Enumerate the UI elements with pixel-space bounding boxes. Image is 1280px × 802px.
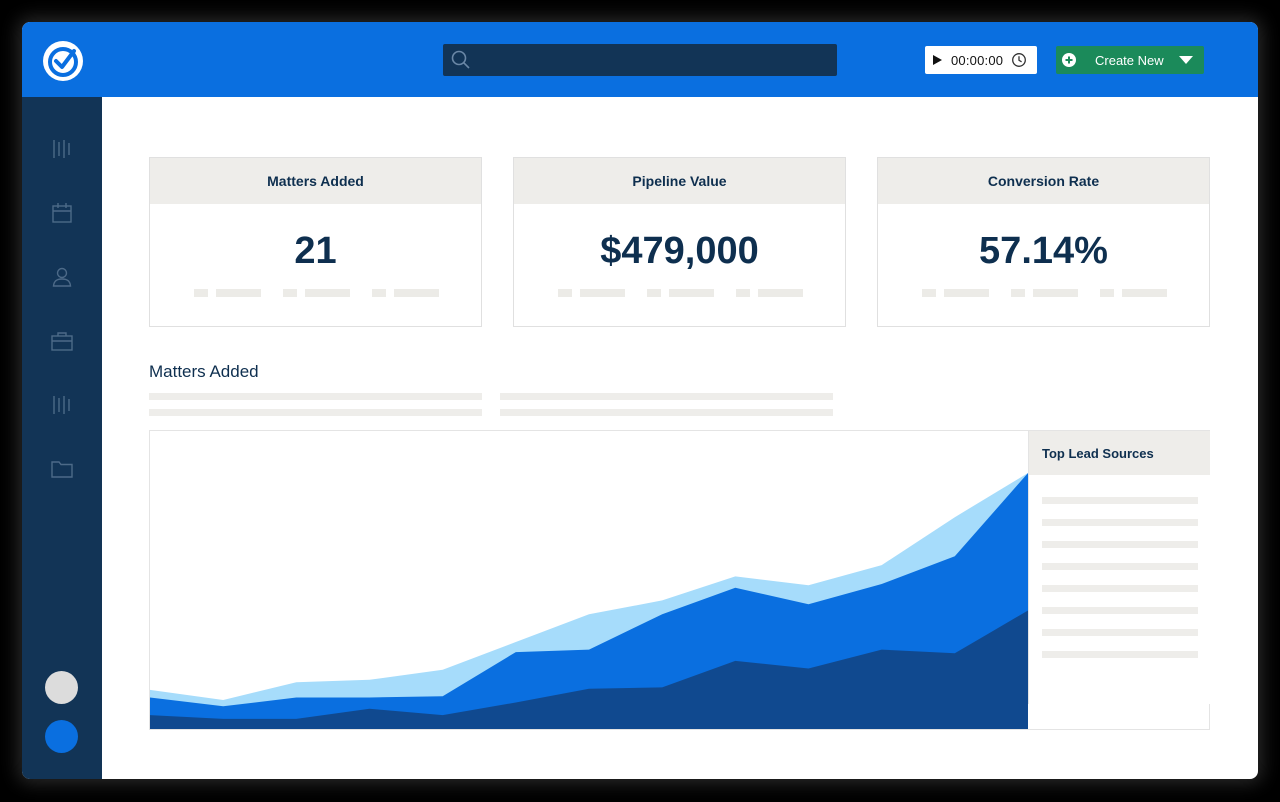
legend-placeholder-line	[1042, 563, 1198, 570]
card-placeholder	[194, 289, 444, 297]
metric-card-conversion-rate: Conversion Rate 57.14%	[877, 157, 1210, 327]
placeholder-line	[500, 393, 833, 400]
card-title: Pipeline Value	[514, 158, 845, 204]
placeholder-line	[149, 409, 482, 416]
avatar[interactable]	[45, 720, 78, 753]
search-input[interactable]	[443, 44, 837, 76]
check-circle-icon[interactable]	[42, 40, 84, 82]
card-title: Conversion Rate	[878, 158, 1209, 204]
placeholder-line	[500, 409, 833, 416]
legend-placeholder-line	[1042, 497, 1198, 504]
card-value: 21	[294, 230, 337, 272]
timer-value: 00:00:00	[951, 52, 1004, 68]
top-lead-sources-panel: Top Lead Sources	[1028, 431, 1210, 704]
legend-title: Top Lead Sources	[1029, 431, 1210, 475]
matters-chart: Top Lead Sources	[149, 430, 1210, 730]
chevron-down-icon[interactable]	[1178, 55, 1194, 65]
folder-icon[interactable]	[50, 457, 74, 481]
bars-icon[interactable]	[50, 393, 74, 417]
section-title: Matters Added	[149, 362, 259, 381]
chart-area-series-1	[150, 473, 1028, 729]
legend-placeholder-line	[1042, 541, 1198, 548]
create-new-label: Create New	[1095, 52, 1164, 68]
avatar[interactable]	[45, 671, 78, 704]
sidebar	[22, 97, 102, 779]
metric-card-matters-added: Matters Added 21	[149, 157, 482, 327]
search-icon	[451, 50, 470, 69]
calendar-icon[interactable]	[50, 201, 74, 225]
plus-icon	[1062, 53, 1076, 67]
timer-widget[interactable]: 00:00:00	[925, 46, 1037, 74]
metric-card-pipeline-value: Pipeline Value $479,000	[513, 157, 846, 327]
placeholder-line	[149, 393, 482, 400]
app-window: 00:00:00 Create New	[22, 22, 1258, 779]
card-title: Matters Added	[150, 158, 481, 204]
legend-placeholder-line	[1042, 607, 1198, 614]
card-value: $479,000	[600, 230, 759, 272]
area-chart	[150, 473, 1028, 729]
play-icon[interactable]	[931, 54, 943, 66]
create-new-button[interactable]: Create New	[1056, 46, 1204, 74]
chart-area-series-0	[150, 610, 1028, 729]
card-value: 57.14%	[979, 230, 1108, 272]
clock-icon	[1012, 53, 1027, 67]
legend-placeholder-line	[1042, 585, 1198, 592]
legend-placeholder-line	[1042, 651, 1198, 658]
legend-placeholder-line	[1042, 629, 1198, 636]
card-placeholder	[922, 289, 1172, 297]
top-bar: 00:00:00 Create New	[22, 22, 1258, 97]
card-placeholder	[558, 289, 808, 297]
user-icon[interactable]	[50, 265, 74, 289]
briefcase-icon[interactable]	[50, 329, 74, 353]
bars-icon[interactable]	[50, 137, 74, 161]
legend-placeholder-line	[1042, 519, 1198, 526]
